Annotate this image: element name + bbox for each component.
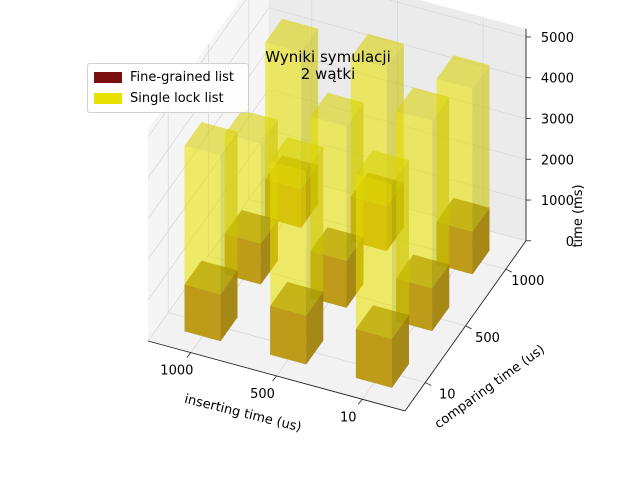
bar-group	[184, 122, 238, 342]
bar-face	[270, 161, 307, 365]
y-tick-label: 1000	[511, 274, 544, 289]
z-tick-label: 1000	[541, 194, 574, 209]
x-tick-label: 10	[340, 410, 357, 425]
legend-item-single-lock: Single lock list	[94, 89, 224, 107]
bar-face	[265, 18, 319, 53]
z-tick-label: 4000	[541, 72, 574, 87]
chart-title: Wyniki symulacji	[265, 48, 391, 66]
tick-labels: 1000 500 10 10 500 1000 0 1000 2000 3000 4000 5000	[160, 31, 574, 425]
bar-face	[310, 92, 364, 127]
z-axis-label: time (ms)	[571, 184, 586, 247]
bar-face	[184, 145, 221, 342]
bar-group	[355, 150, 409, 388]
x-tick	[186, 352, 192, 358]
bars	[184, 18, 490, 388]
bar-face	[436, 55, 490, 89]
bar-face	[306, 146, 324, 365]
legend-label-fine-grained: Fine-grained list	[130, 69, 234, 85]
legend-swatch-fine-grained	[94, 71, 122, 83]
x-tick	[357, 399, 363, 405]
y-tick	[505, 268, 513, 273]
y-tick	[425, 382, 432, 386]
bar-face	[355, 150, 409, 184]
bar-face	[184, 122, 238, 156]
bar-face	[355, 174, 392, 388]
y-tick-label: 500	[475, 331, 500, 346]
z-tick-label: 5000	[541, 31, 574, 46]
bar-face	[350, 33, 404, 68]
x-tick	[272, 375, 277, 382]
x-axis-label: inserting time (us)	[183, 392, 303, 436]
x-tick-label: 500	[250, 387, 275, 402]
y-tick	[465, 325, 472, 330]
legend-item-fine-grained: Fine-grained list	[94, 68, 234, 86]
legend: Fine-grained list Single lock list	[87, 63, 249, 113]
bar-face	[224, 110, 278, 144]
bar-face	[472, 65, 490, 275]
z-tick-label: 0	[566, 235, 574, 250]
y-tick-label: 10	[439, 388, 456, 403]
bar-face	[220, 131, 238, 342]
grid-line	[147, 7, 527, 179]
bar-face	[270, 137, 324, 171]
z-tick-label: 2000	[541, 153, 574, 168]
chart-subtitle: 2 wątki	[301, 65, 356, 83]
x-tick-label: 1000	[160, 364, 193, 379]
bar-face	[396, 87, 450, 121]
legend-label-single-lock: Single lock list	[130, 90, 224, 106]
bar-group	[270, 137, 324, 365]
legend-swatch-single-lock	[94, 92, 122, 104]
bar-face	[432, 97, 450, 331]
z-tick-label: 3000	[541, 112, 574, 127]
tick-marks	[186, 36, 531, 405]
bar-face	[391, 160, 409, 388]
